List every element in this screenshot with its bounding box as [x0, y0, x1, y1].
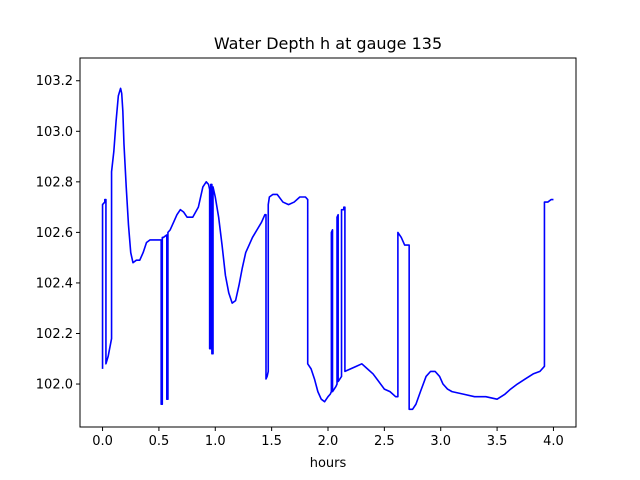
y-tick-label: 102.8 — [36, 175, 73, 190]
x-tick-label: 1.0 — [205, 434, 226, 449]
y-axis-ticks: 102.0 102.2 102.4 102.6 102.8 103.0 103.2 — [36, 74, 80, 393]
x-axis-ticks: 0.0 0.5 1.0 1.5 2.0 2.5 3.0 3.5 4.0 — [92, 427, 564, 449]
series-line — [101, 87, 554, 411]
chart-title: Water Depth h at gauge 135 — [214, 34, 442, 53]
x-tick-label: 0.5 — [149, 434, 170, 449]
y-tick-label: 103.0 — [36, 125, 73, 140]
y-tick-label: 102.0 — [36, 378, 73, 393]
x-tick-label: 3.0 — [430, 434, 451, 449]
y-tick-label: 102.2 — [36, 327, 73, 342]
series-layer — [101, 87, 554, 411]
y-tick-label: 102.4 — [36, 276, 73, 291]
y-tick-label: 103.2 — [36, 74, 73, 89]
x-tick-label: 4.0 — [543, 434, 564, 449]
y-tick-label: 102.6 — [36, 226, 73, 241]
x-tick-label: 3.5 — [487, 434, 508, 449]
x-tick-label: 0.0 — [92, 434, 113, 449]
x-tick-label: 1.5 — [261, 434, 282, 449]
x-axis-label: hours — [310, 456, 347, 471]
x-tick-label: 2.5 — [374, 434, 395, 449]
x-tick-label: 2.0 — [318, 434, 339, 449]
